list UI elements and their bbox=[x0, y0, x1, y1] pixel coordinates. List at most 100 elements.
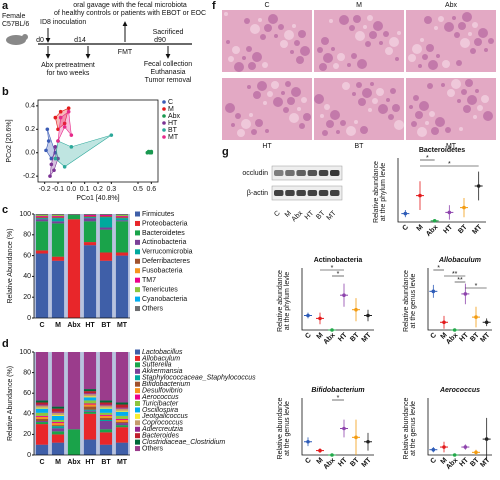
bar-segment bbox=[35, 416, 49, 419]
histology-label: M bbox=[356, 2, 362, 9]
tissue-texture bbox=[237, 129, 245, 137]
tissue-texture bbox=[340, 120, 346, 126]
bar-segment bbox=[99, 417, 113, 420]
bar-segment bbox=[35, 412, 49, 416]
bar-segment bbox=[115, 418, 129, 420]
tissue-texture bbox=[242, 56, 246, 60]
tissue-texture bbox=[452, 16, 456, 20]
histology-label: HT bbox=[262, 143, 272, 150]
bar-segment bbox=[99, 229, 113, 253]
legend-swatch bbox=[135, 362, 140, 368]
x-tick-label: C bbox=[304, 457, 313, 466]
tissue-texture bbox=[235, 113, 241, 119]
bar-segment bbox=[35, 408, 49, 413]
tissue-texture bbox=[397, 31, 401, 35]
bar-segment bbox=[51, 406, 65, 409]
tissue-texture bbox=[258, 18, 262, 22]
x-tick-label: C bbox=[39, 322, 44, 329]
blot-band bbox=[274, 190, 284, 196]
y-axis-label: at the genus levle bbox=[410, 401, 417, 456]
x-tick-label: BT bbox=[457, 223, 469, 235]
bar-segment bbox=[51, 431, 65, 435]
bar-segment bbox=[51, 422, 65, 424]
y-axis-label: Relative abundance bbox=[403, 397, 410, 459]
legend-swatch bbox=[135, 349, 140, 355]
x-tick-label: HT bbox=[458, 331, 470, 343]
legend-swatch bbox=[135, 220, 140, 226]
y-tick-label: 100 bbox=[19, 349, 31, 356]
point bbox=[149, 150, 154, 155]
legend-label: MT bbox=[168, 134, 179, 141]
tissue-texture bbox=[385, 47, 393, 55]
legend-label: Staphylococcaceae_Staphylococcus bbox=[142, 375, 256, 382]
bar-segment bbox=[83, 409, 97, 411]
bar-segment bbox=[99, 252, 113, 261]
tissue-texture bbox=[317, 47, 323, 53]
point bbox=[109, 133, 114, 137]
x-tick-label: M bbox=[440, 332, 449, 341]
y-tick-label: 0 bbox=[27, 452, 31, 459]
x-tick-label: M bbox=[416, 224, 425, 233]
legend-swatch bbox=[135, 230, 140, 236]
chart-title: Bacteroidetes bbox=[419, 147, 465, 154]
tissue-texture bbox=[228, 56, 234, 62]
blot-band bbox=[318, 190, 329, 196]
bar-segment bbox=[83, 410, 97, 412]
tissue-texture bbox=[431, 127, 439, 135]
tissue-texture bbox=[291, 87, 301, 97]
tissue-texture bbox=[303, 113, 311, 121]
bar-segment bbox=[115, 407, 129, 409]
bar-segment bbox=[99, 414, 113, 416]
bar-segment bbox=[115, 415, 129, 419]
y-tick-label: 80 bbox=[23, 232, 31, 239]
legend-label: M bbox=[168, 106, 174, 113]
bar-segment bbox=[83, 413, 97, 440]
legend-label: Coprococcus bbox=[142, 420, 183, 427]
x-tick-label: C bbox=[430, 457, 439, 466]
tissue-texture bbox=[408, 54, 416, 62]
dot bbox=[342, 426, 346, 431]
bar-segment bbox=[115, 218, 129, 221]
tissue-texture bbox=[425, 121, 429, 125]
tissue-texture bbox=[241, 119, 251, 129]
dot bbox=[418, 193, 422, 198]
x-tick-label: Abx bbox=[425, 224, 439, 238]
dot bbox=[366, 313, 370, 318]
axes bbox=[427, 268, 492, 331]
dot bbox=[354, 435, 358, 440]
protein-label: occludin bbox=[242, 170, 268, 177]
point bbox=[48, 174, 52, 178]
point bbox=[56, 139, 60, 143]
blot-band bbox=[318, 170, 329, 176]
dot bbox=[306, 313, 310, 318]
point bbox=[49, 162, 54, 167]
legend-swatch bbox=[135, 258, 140, 264]
chart-title: Allobaculum bbox=[438, 257, 481, 264]
bar-segment bbox=[35, 218, 49, 220]
dot bbox=[431, 289, 436, 294]
tissue-texture bbox=[253, 91, 261, 99]
bar-segment bbox=[51, 411, 65, 413]
x-axis-label: PCo1 [40.8%] bbox=[76, 195, 119, 202]
y-axis-label: Relative abundance bbox=[277, 270, 284, 332]
legend-label: Proteobacteria bbox=[142, 220, 188, 227]
tissue-texture bbox=[320, 114, 324, 118]
tissue-texture bbox=[463, 105, 471, 113]
blot-band bbox=[296, 170, 306, 176]
point bbox=[69, 133, 74, 137]
x-tick-label: C bbox=[304, 332, 313, 341]
tissue-texture bbox=[475, 89, 479, 93]
tissue-texture bbox=[370, 82, 374, 86]
legend-label: Lactobacillus bbox=[142, 349, 183, 356]
point bbox=[53, 156, 58, 161]
blot-strip bbox=[271, 165, 343, 181]
y-tick-label: 0.4 bbox=[25, 103, 35, 110]
tissue-texture bbox=[352, 92, 356, 96]
lane-label: M bbox=[284, 210, 293, 219]
bar-segment bbox=[115, 216, 129, 218]
lane-label: BT bbox=[315, 209, 327, 221]
bar-segment bbox=[35, 418, 49, 422]
tissue-texture bbox=[470, 48, 476, 54]
bar-segment bbox=[99, 429, 113, 433]
tissue-texture bbox=[418, 64, 422, 68]
